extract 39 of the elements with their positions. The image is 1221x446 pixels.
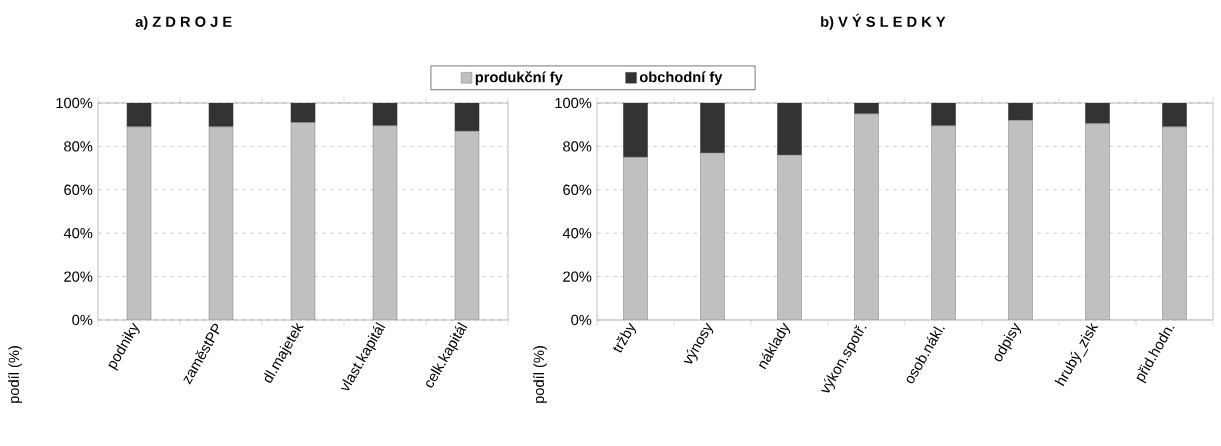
y-axis-title: podíl (%): [8, 346, 22, 403]
y-tick-label: 80%: [64, 141, 93, 152]
y-tick-label: 0%: [72, 314, 93, 326]
bar: [623, 103, 648, 158]
y-tick-label: 100%: [555, 97, 592, 109]
y-tick-label: 80%: [563, 141, 592, 152]
legend-label: produkční fy: [475, 71, 563, 86]
y-tick-label: 20%: [64, 271, 93, 282]
bar: [854, 113, 879, 320]
bar: [126, 126, 152, 320]
bar: [931, 125, 956, 320]
bar: [1008, 103, 1033, 121]
bar: [290, 122, 316, 320]
y-tick-label: 20%: [563, 271, 592, 282]
bar: [1162, 126, 1187, 320]
y-tick-label: 100%: [56, 97, 93, 109]
bar: [777, 103, 802, 156]
bar: [1162, 103, 1187, 128]
chart-title: b) V Ý S L E D K Y: [821, 13, 946, 30]
y-tick-label: 60%: [64, 184, 93, 195]
y-tick-label: 0%: [571, 314, 592, 326]
bar: [372, 125, 398, 320]
bar: [1008, 120, 1033, 320]
bar: [1085, 103, 1110, 124]
bar: [1085, 123, 1110, 320]
bar: [623, 156, 648, 320]
bar: [777, 154, 802, 320]
chart-title: a) Z D R O J E: [135, 16, 232, 30]
bar: [208, 126, 234, 320]
bar: [700, 103, 725, 154]
y-tick-label: 40%: [63, 228, 93, 239]
y-axis-title: podíl (%): [533, 346, 547, 403]
bar: [854, 103, 879, 115]
y-tick-label: 40%: [562, 228, 592, 239]
y-tick-label: 60%: [563, 184, 592, 195]
bar: [700, 152, 725, 320]
legend-label: obchodní fy: [639, 71, 723, 86]
bar: [931, 103, 956, 127]
bar: [454, 130, 480, 320]
